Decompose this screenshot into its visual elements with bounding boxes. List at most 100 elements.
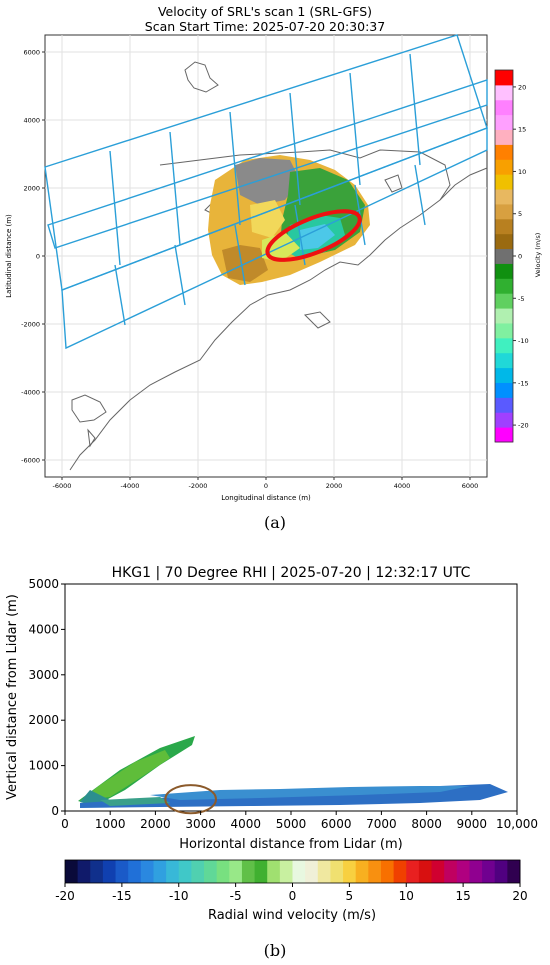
chart-b-colorbar-swatch: [292, 860, 306, 883]
chart-b-colorbar-tick-label: 20: [512, 889, 527, 903]
chart-a-colorbar-swatch: [495, 322, 513, 339]
chart-b-plot-area: 0 1000 2000 3000 4000 5000 6000 7000 8000 9000 10,…: [28, 577, 538, 831]
chart-a-colorbar-swatch: [495, 367, 513, 383]
chart-a-colorbar-swatch: [495, 308, 513, 324]
chart-a-plot-area: -6000 -4000 -2000 0 2000 4000 6000 -6000-4000-…: [21, 34, 488, 490]
chart-b-y-ticks: 0 1000 2000 3000 4000 5000: [28, 577, 65, 818]
chart-a-y-tick-label: 2000: [23, 185, 40, 193]
chart-a-colorbar-swatch: [495, 278, 513, 294]
chart-a-colorbar-tick-label: 20: [518, 83, 526, 91]
chart-b-x-tick-label: 3000: [185, 817, 216, 831]
chart-a-colorbar-label: Velocity (m/s): [534, 233, 542, 278]
chart-a-colorbar-tick-label: 15: [518, 126, 526, 134]
chart-a-colorbar-swatch: [495, 144, 513, 160]
chart-b-colorbar-swatch: [317, 860, 331, 883]
chart-b-colorbar-label: Radial wind velocity (m/s): [208, 908, 376, 923]
chart-a-colorbar-swatch: [495, 382, 513, 398]
chart-b-x-tick-label: 9000: [457, 817, 488, 831]
chart-b-colorbar-tick-label: -20: [55, 889, 75, 903]
chart-b-colorbar-swatch: [456, 860, 470, 883]
chart-a-x-tick-label: 0: [264, 482, 268, 490]
chart-b-colorbar-swatch: [431, 860, 445, 883]
chart-b-colorbar-swatch: [115, 860, 129, 883]
chart-b-colorbar-swatch: [153, 860, 167, 883]
chart-b-x-tick-label: 7000: [366, 817, 397, 831]
chart-b-colorbar-swatch: [469, 860, 483, 883]
chart-a-colorbar-swatch: [495, 70, 513, 86]
chart-b-colorbar: [64, 859, 521, 884]
chart-a-y-tick-label: -2000: [21, 321, 40, 329]
chart-a-colorbar-tick-label: 0: [518, 253, 522, 261]
chart-b-colorbar-ticks: -20 -15 -10 -5 0 5 10 15 20: [55, 883, 528, 903]
chart-a-highlight-ellipse: [265, 209, 362, 262]
chart-b-colorbar-swatch: [241, 860, 256, 883]
chart-a-y-ticks: -6000 -4000 -2000 0 2000 4000 6000: [21, 49, 45, 465]
chart-b-colorbar-tick-label: 10: [399, 889, 414, 903]
chart-a-colorbar-swatch: [495, 203, 513, 220]
chart-a-colorbar-swatch: [495, 174, 513, 190]
chart-b-y-tick-label: 5000: [28, 577, 59, 591]
chart-b-x-tick-label: 1000: [95, 817, 126, 831]
chart-b-x-tick-label: 6000: [321, 817, 352, 831]
chart-a-x-tick-label: -2000: [189, 482, 208, 490]
chart-b-colorbar-swatch: [380, 860, 395, 883]
chart-a-y-axis-label: Latitudinal distance (m): [5, 214, 13, 298]
chart-b-y-tick-label: 0: [51, 804, 59, 818]
chart-a-colorbar-swatch: [495, 248, 513, 264]
chart-a-colorbar-tick-label: -15: [518, 379, 529, 387]
chart-b-x-tick-label: 2000: [140, 817, 171, 831]
chart-b-x-axis-label: Horizontal distance from Lidar (m): [179, 837, 402, 852]
chart-a-y-tick-label: 6000: [23, 49, 40, 57]
chart-a-colorbar-swatch: [495, 263, 513, 279]
chart-a-subtitle: Scan Start Time: 2025-07-20 20:30:37: [145, 19, 385, 34]
chart-b-colorbar-swatch: [166, 860, 180, 883]
chart-a-colorbar-tick-label: -10: [518, 337, 529, 345]
chart-b-colorbar-swatch: [128, 860, 142, 883]
chart-b-x-tick-label: 8000: [411, 817, 442, 831]
chart-a-colorbar-tick-label: -20: [518, 422, 529, 430]
chart-b-colorbar-swatch: [140, 860, 154, 883]
panel-b-label: (b): [264, 941, 287, 960]
chart-b-colorbar-swatch: [482, 860, 496, 883]
chart-a-colorbar-ticks: -20 -15 -10 -5 0 5 10 15 20: [513, 83, 529, 430]
chart-b-colorbar-swatch: [355, 860, 369, 883]
chart-a-colorbar-tick-label: 5: [518, 210, 522, 218]
chart-b-colorbar-tick-label: 0: [289, 889, 297, 903]
chart-b-colorbar-swatch: [254, 860, 268, 883]
chart-b-x-tick-label: 0: [61, 817, 69, 831]
chart-b-colorbar-swatch: [102, 860, 117, 883]
chart-b-colorbar-swatch: [178, 860, 192, 883]
chart-b-colorbar-swatch: [330, 860, 344, 883]
chart-a-colorbar-swatch: [495, 129, 513, 145]
chart-b-colorbar-swatch: [393, 860, 407, 883]
chart-a-colorbar-swatch: [495, 84, 513, 101]
chart-b-colorbar-swatch: [368, 860, 382, 883]
chart-a-colorbar-swatch: [495, 159, 513, 175]
chart-a-colorbar-swatch: [495, 218, 513, 235]
chart-b-colorbar-swatch: [77, 860, 91, 883]
chart-b-y-tick-label: 2000: [28, 713, 59, 727]
chart-a-x-tick-label: 4000: [394, 482, 411, 490]
chart-a-colorbar: [494, 69, 514, 443]
chart-b-x-ticks: 0 1000 2000 3000 4000 5000 6000 7000 8000 9000 10,…: [61, 811, 538, 831]
chart-b-velocity-field: [78, 736, 508, 808]
chart-a-y-tick-label: 4000: [23, 117, 40, 125]
chart-a-colorbar-swatch: [495, 99, 513, 116]
chart-b-colorbar-swatch: [216, 860, 230, 883]
panel-a-label: (a): [264, 513, 286, 532]
chart-b-colorbar-swatch: [406, 860, 420, 883]
chart-a-colorbar-tick-label: 10: [518, 168, 526, 176]
chart-a-x-axis-label: Longitudinal distance (m): [221, 494, 311, 502]
chart-a-colorbar-swatch: [495, 412, 513, 428]
chart-a-x-tick-label: -6000: [53, 482, 72, 490]
chart-b-colorbar-swatch: [418, 860, 433, 883]
chart-b-colorbar-tick-label: 15: [455, 889, 470, 903]
chart-b-y-tick-label: 1000: [28, 759, 59, 773]
chart-a-colorbar-swatch: [495, 427, 513, 443]
chart-b-y-axis-label: Vertical distance from Lidar (m): [5, 594, 20, 800]
chart-a-y-tick-label: -4000: [21, 389, 40, 397]
chart-b-colorbar-swatch: [90, 860, 104, 883]
chart-b-colorbar-swatch: [65, 860, 79, 883]
chart-b-colorbar-swatch: [267, 860, 281, 883]
